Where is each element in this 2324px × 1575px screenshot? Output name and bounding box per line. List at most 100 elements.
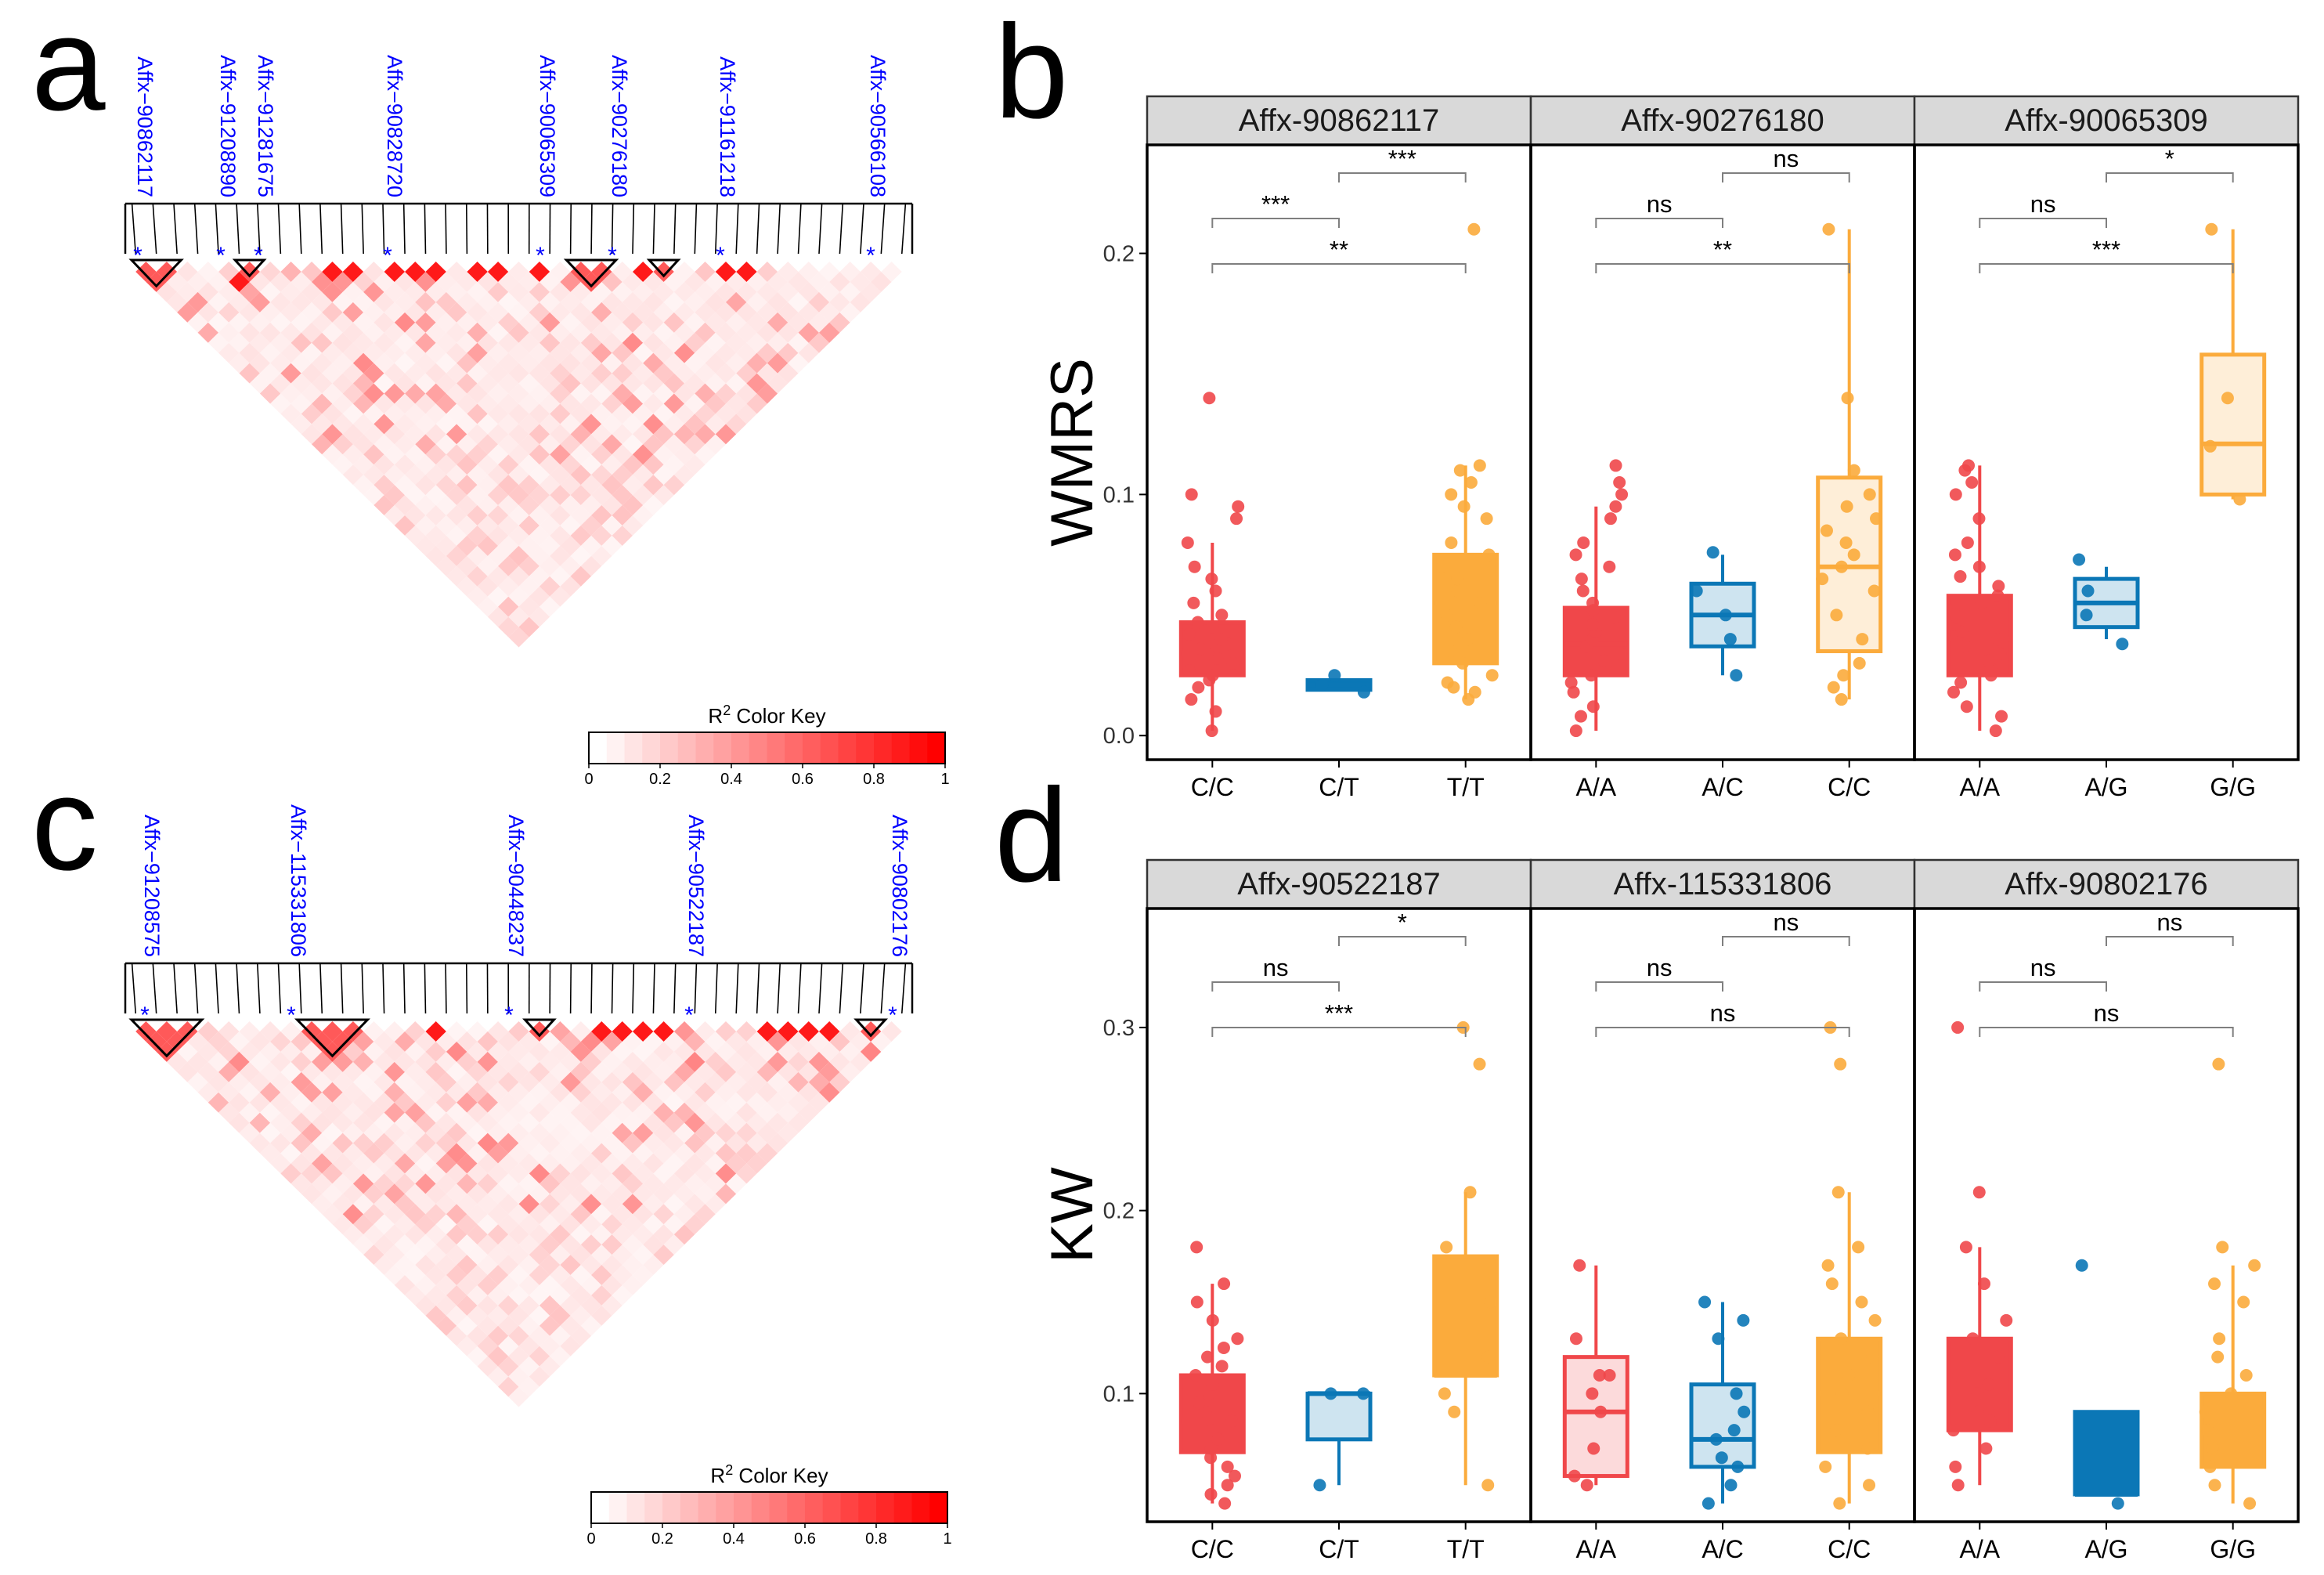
ld-cell bbox=[394, 1234, 416, 1255]
ld-cell bbox=[456, 373, 478, 394]
ld-cell bbox=[570, 363, 592, 384]
ld-cell bbox=[487, 606, 509, 627]
ld-cell bbox=[498, 475, 519, 496]
ld-cell bbox=[756, 322, 778, 343]
ld-cell bbox=[715, 1122, 737, 1143]
ld-cell bbox=[529, 1284, 550, 1306]
ld-cell bbox=[673, 424, 695, 445]
ld-cell bbox=[560, 1335, 581, 1356]
data-point bbox=[2111, 1497, 2124, 1510]
data-point bbox=[1835, 693, 1848, 706]
ld-cell bbox=[518, 1315, 540, 1336]
data-point bbox=[1730, 669, 1743, 682]
ld-cell bbox=[632, 342, 654, 363]
ld-cell bbox=[508, 262, 529, 282]
ld-cell bbox=[570, 1143, 592, 1164]
ld-cell bbox=[653, 1163, 674, 1184]
legend-swatch bbox=[769, 1492, 788, 1523]
ld-cell bbox=[622, 1234, 644, 1255]
data-point bbox=[1992, 580, 2005, 593]
ld-cell bbox=[767, 1031, 788, 1052]
ld-cell bbox=[673, 1183, 695, 1205]
legend-swatch bbox=[891, 732, 910, 764]
data-point bbox=[2237, 1295, 2250, 1309]
ld-cell bbox=[456, 1071, 478, 1093]
ld-cell bbox=[705, 1031, 726, 1052]
ld-cell bbox=[518, 1153, 540, 1174]
legend-swatch bbox=[805, 1492, 824, 1523]
ld-cell bbox=[715, 262, 737, 282]
ld-cell bbox=[446, 1021, 467, 1042]
ld-cell bbox=[487, 1224, 509, 1245]
ld-cell bbox=[508, 363, 529, 384]
ld-cell bbox=[498, 1356, 519, 1377]
ld-cell bbox=[508, 1143, 529, 1164]
ld-cell bbox=[229, 1051, 250, 1072]
ld-cell bbox=[394, 352, 416, 374]
ld-cell bbox=[425, 1163, 446, 1184]
ld-cell bbox=[498, 1092, 519, 1113]
ld-cell bbox=[725, 1153, 747, 1174]
ld-cell bbox=[539, 352, 561, 374]
ld-cell bbox=[518, 1335, 540, 1356]
panel-letter-d: d bbox=[994, 761, 1069, 910]
ld-cell bbox=[829, 312, 850, 333]
ld-cell bbox=[591, 302, 612, 323]
x-tick-label: C/T bbox=[1319, 773, 1359, 801]
ld-cell bbox=[456, 475, 478, 496]
ld-cell bbox=[446, 1284, 467, 1306]
ld-cell bbox=[550, 1244, 571, 1266]
ld-cell bbox=[673, 1204, 695, 1225]
ld-cell bbox=[456, 454, 478, 475]
ld-connector-line bbox=[694, 203, 698, 255]
ld-cell bbox=[518, 515, 540, 536]
x-tick-label: C/C bbox=[1191, 773, 1234, 801]
snp-label: Affx−90566108 bbox=[866, 55, 890, 197]
ld-connector-line bbox=[569, 203, 572, 255]
ld-cell bbox=[715, 403, 737, 424]
ld-cell bbox=[695, 1102, 716, 1123]
ld-cell bbox=[673, 1102, 695, 1123]
ld-cell bbox=[881, 1021, 902, 1042]
ld-cell bbox=[695, 1122, 716, 1143]
ld-cell bbox=[632, 363, 654, 384]
ld-cell bbox=[725, 352, 747, 374]
ld-cell bbox=[529, 1122, 550, 1143]
ld-cell bbox=[446, 1061, 467, 1082]
snp-star: * bbox=[287, 1002, 296, 1028]
ld-cell bbox=[643, 332, 664, 353]
ld-cell bbox=[653, 1021, 674, 1042]
data-point bbox=[1204, 1487, 1218, 1501]
ld-cell bbox=[580, 332, 602, 353]
ld-cell bbox=[632, 485, 654, 506]
ld-cell bbox=[705, 1132, 726, 1154]
legend-swatch bbox=[751, 1492, 770, 1523]
ld-cell bbox=[415, 1255, 436, 1276]
ld-connector-line bbox=[277, 963, 282, 1014]
ld-cell bbox=[352, 475, 374, 496]
ld-cell bbox=[591, 322, 612, 343]
ld-cell bbox=[518, 1031, 540, 1052]
ld-cell bbox=[808, 1031, 830, 1052]
data-point bbox=[1972, 560, 1986, 573]
facet-strip bbox=[1913, 95, 2300, 146]
ld-cell bbox=[560, 434, 581, 455]
data-point bbox=[1855, 1295, 1868, 1309]
ld-cell bbox=[487, 1265, 509, 1285]
significance-bracket bbox=[1595, 1027, 1850, 1037]
ld-cell bbox=[725, 373, 747, 394]
ld-cell bbox=[746, 1051, 767, 1072]
ld-cell bbox=[415, 515, 436, 536]
data-point bbox=[1690, 584, 1703, 598]
data-point bbox=[1228, 1469, 1241, 1483]
significance-bracket bbox=[1979, 263, 2234, 273]
ld-cell bbox=[446, 1265, 467, 1285]
ld-cell bbox=[622, 475, 644, 496]
ld-cell bbox=[767, 373, 788, 394]
ld-cell bbox=[446, 1224, 467, 1245]
ld-cell bbox=[187, 312, 208, 333]
ld-cell bbox=[725, 271, 747, 292]
ld-cell bbox=[673, 281, 695, 302]
x-tick-label: A/A bbox=[1960, 1535, 2001, 1563]
data-point bbox=[1201, 1350, 1214, 1364]
